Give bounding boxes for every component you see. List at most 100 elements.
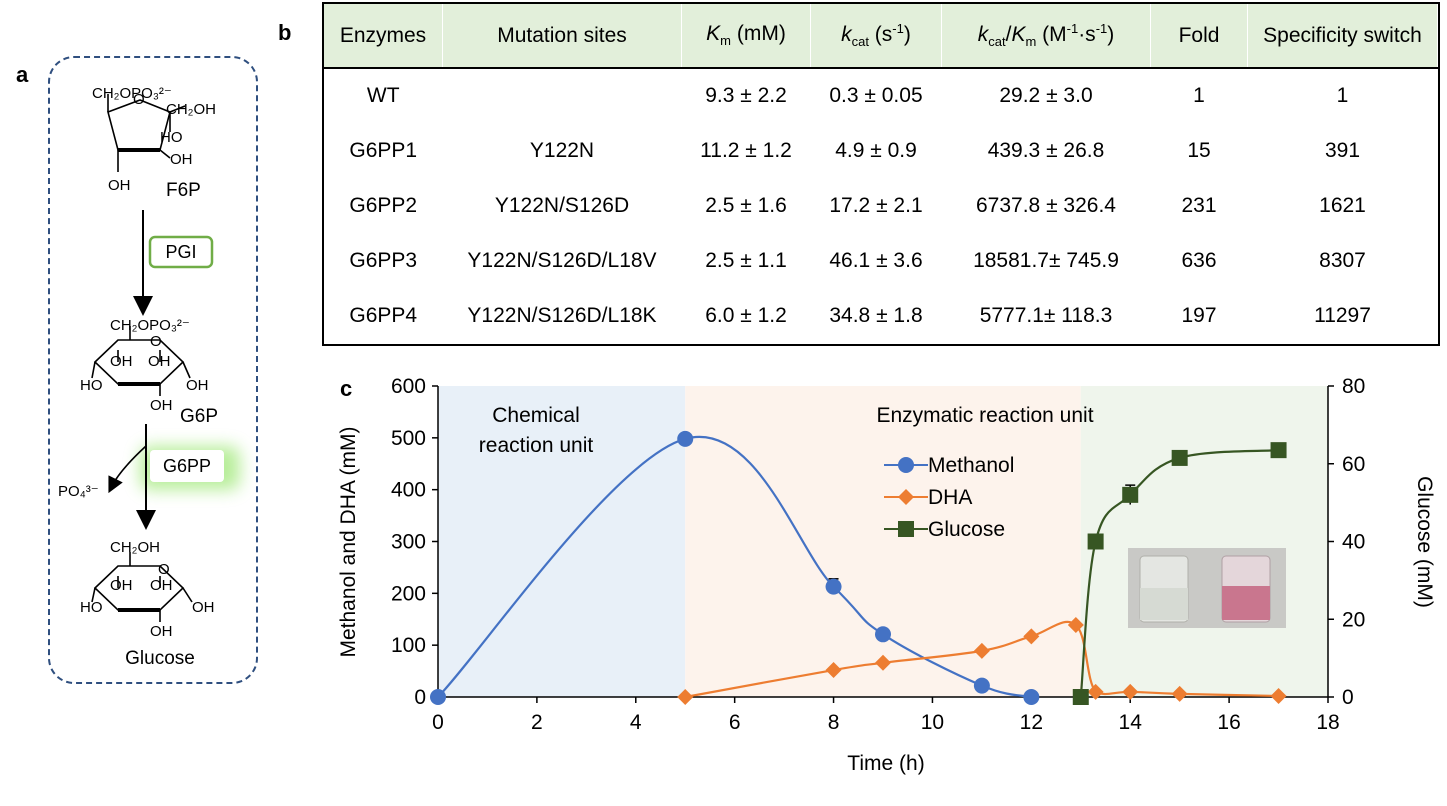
y2-tick-label: 0 — [1342, 686, 1354, 709]
g6pp-enzyme-box — [150, 450, 224, 482]
panel-label-a: a — [16, 62, 29, 87]
glucose-name: Glucose — [125, 648, 195, 669]
y-tick-label: 0 — [414, 686, 426, 709]
table-cell: 11.2 ± 1.2 — [700, 138, 792, 162]
table-row: G6PP3 Y122N/S126D/L18V 2.5 ± 1.1 46.1 ± … — [324, 233, 1438, 288]
table-cell: 15 — [1187, 138, 1211, 162]
panel-label-c: c — [340, 376, 353, 401]
f6p-oh-label-2: OH — [170, 151, 193, 168]
table-row: G6PP1 Y122N 11.2 ± 1.2 4.9 ± 0.9 439.3 ±… — [324, 123, 1438, 178]
y2-axis-title: Glucose (mM) — [1413, 476, 1436, 608]
table-cell: 17.2 ± 2.1 — [829, 193, 923, 217]
f6p-name: F6P — [166, 180, 201, 201]
x-tick-label: 18 — [1316, 711, 1339, 734]
panel-label-b: b — [278, 20, 292, 45]
data-point-methanol — [677, 430, 694, 447]
table-cell: 4.9 ± 0.9 — [835, 138, 917, 162]
table-cell: 46.1 ± 3.6 — [829, 248, 923, 272]
x-tick-label: 16 — [1217, 711, 1240, 734]
g6p-ring-oxygen: O — [150, 333, 162, 350]
table-cell: Y122N/S126D/L18K — [467, 303, 657, 327]
pathway-diagram: CH₂OPO₃²⁻ O CH₂OH HO OH OH F6P PGI CH₂OP… — [58, 85, 240, 669]
legend-marker-dha — [898, 489, 914, 505]
legend-label-dha: DHA — [928, 486, 972, 509]
data-point-methanol — [1023, 689, 1040, 705]
x-tick-label: 6 — [729, 711, 741, 734]
glucose-oh-mid-label: OH — [150, 577, 173, 594]
data-point-dha — [1023, 628, 1040, 645]
data-point-methanol — [825, 578, 842, 595]
table-cell: 9.3 ± 2.2 — [705, 84, 787, 107]
table-cell: Y122N/S126D — [494, 193, 630, 217]
series-line-dha — [685, 620, 1279, 699]
table-cell: 5777.1± 118.3 — [979, 303, 1113, 327]
table-cell: 18581.7± 745.9 — [973, 248, 1119, 272]
x-tick-label: 0 — [432, 711, 444, 734]
g6p-oh-right-label: OH — [186, 377, 209, 394]
y-tick-label: 200 — [391, 582, 426, 605]
y-tick-label: 400 — [391, 479, 426, 502]
table-cell: G6PP1 — [349, 138, 418, 162]
data-point-dha — [1270, 687, 1287, 704]
g6p-structure — [91, 326, 191, 396]
table-cell: 2.5 ± 1.6 — [705, 193, 787, 217]
g6pp-enzyme-label: G6PP — [163, 456, 211, 476]
table-cell — [443, 68, 682, 123]
table-cell: 6737.8 ± 326.4 — [976, 193, 1116, 217]
legend-label-glucose: Glucose — [928, 518, 1005, 541]
series-line-methanol — [437, 435, 1032, 699]
x-tick-label: 8 — [828, 711, 840, 734]
table-header-row: Enzymes Mutation sites Km (mM) kcat (s-1… — [324, 4, 1438, 68]
f6p-ch2oh-label: CH₂OH — [166, 101, 216, 118]
glucose-ring-oxygen: O — [158, 561, 170, 578]
f6p-structure — [107, 94, 186, 172]
y-tick-label: 500 — [391, 427, 426, 450]
legend-label-methanol: Methanol — [928, 454, 1014, 477]
table-cell: 6.0 ± 1.2 — [705, 303, 787, 327]
g6p-ho-left-label: HO — [80, 377, 103, 394]
table-cell: 636 — [1181, 248, 1217, 272]
x-tick-label: 12 — [1020, 711, 1043, 734]
data-point-dha — [1067, 616, 1084, 633]
data-point-dha — [973, 642, 990, 659]
glucose-ho-left-label: HO — [80, 599, 103, 616]
phosphate-release-arrow — [108, 445, 147, 494]
y-tick-label: 600 — [391, 375, 426, 398]
table-row: G6PP4 Y122N/S126D/L18K 6.0 ± 1.2 34.8 ± … — [324, 288, 1438, 343]
g6p-oh-mid-label: OH — [148, 353, 171, 370]
legend-marker-glucose — [898, 521, 914, 537]
data-point-glucose — [1122, 486, 1139, 503]
glucose-structure — [91, 552, 193, 622]
data-point-glucose — [1087, 533, 1104, 550]
table-cell: Y122N — [529, 138, 595, 162]
g6p-name: G6P — [180, 406, 218, 427]
table-cell: WT — [366, 84, 400, 107]
glucose-oh-bottom-label: OH — [150, 623, 173, 640]
table-cell: 439.3 ± 26.8 — [987, 138, 1105, 162]
header-enzymes: Enzymes — [324, 4, 443, 68]
pgi-enzyme-box — [148, 235, 214, 269]
data-point-methanol — [875, 626, 891, 643]
header-specificity-switch: Specificity switch — [1247, 4, 1438, 68]
data-point-dha — [677, 689, 694, 705]
data-point-dha — [875, 654, 891, 671]
header-fold: Fold — [1150, 4, 1248, 68]
table-cell: 11297 — [1314, 303, 1371, 327]
data-point-dha — [1087, 683, 1104, 700]
x-tick-label: 4 — [630, 711, 642, 734]
y-tick-label: 100 — [391, 634, 426, 657]
legend-marker-methanol — [898, 457, 914, 473]
region-background-1 — [685, 386, 1081, 697]
y2-tick-label: 60 — [1342, 453, 1365, 476]
table-cell: 391 — [1324, 138, 1361, 162]
header-km: Km (mM) — [681, 4, 811, 68]
table-cell: 8307 — [1319, 248, 1366, 272]
table-cell: 1 — [1336, 84, 1349, 107]
table-cell: 197 — [1181, 303, 1217, 327]
g6p-oh-top-label: OH — [110, 353, 133, 370]
vials-photo-inset — [1128, 548, 1286, 628]
data-point-glucose — [1171, 449, 1188, 466]
region-label-chemical-2: reaction unit — [479, 434, 594, 457]
g6p-phosphate-label: CH₂OPO₃²⁻ — [110, 317, 190, 334]
table-cell: 1621 — [1319, 193, 1366, 217]
